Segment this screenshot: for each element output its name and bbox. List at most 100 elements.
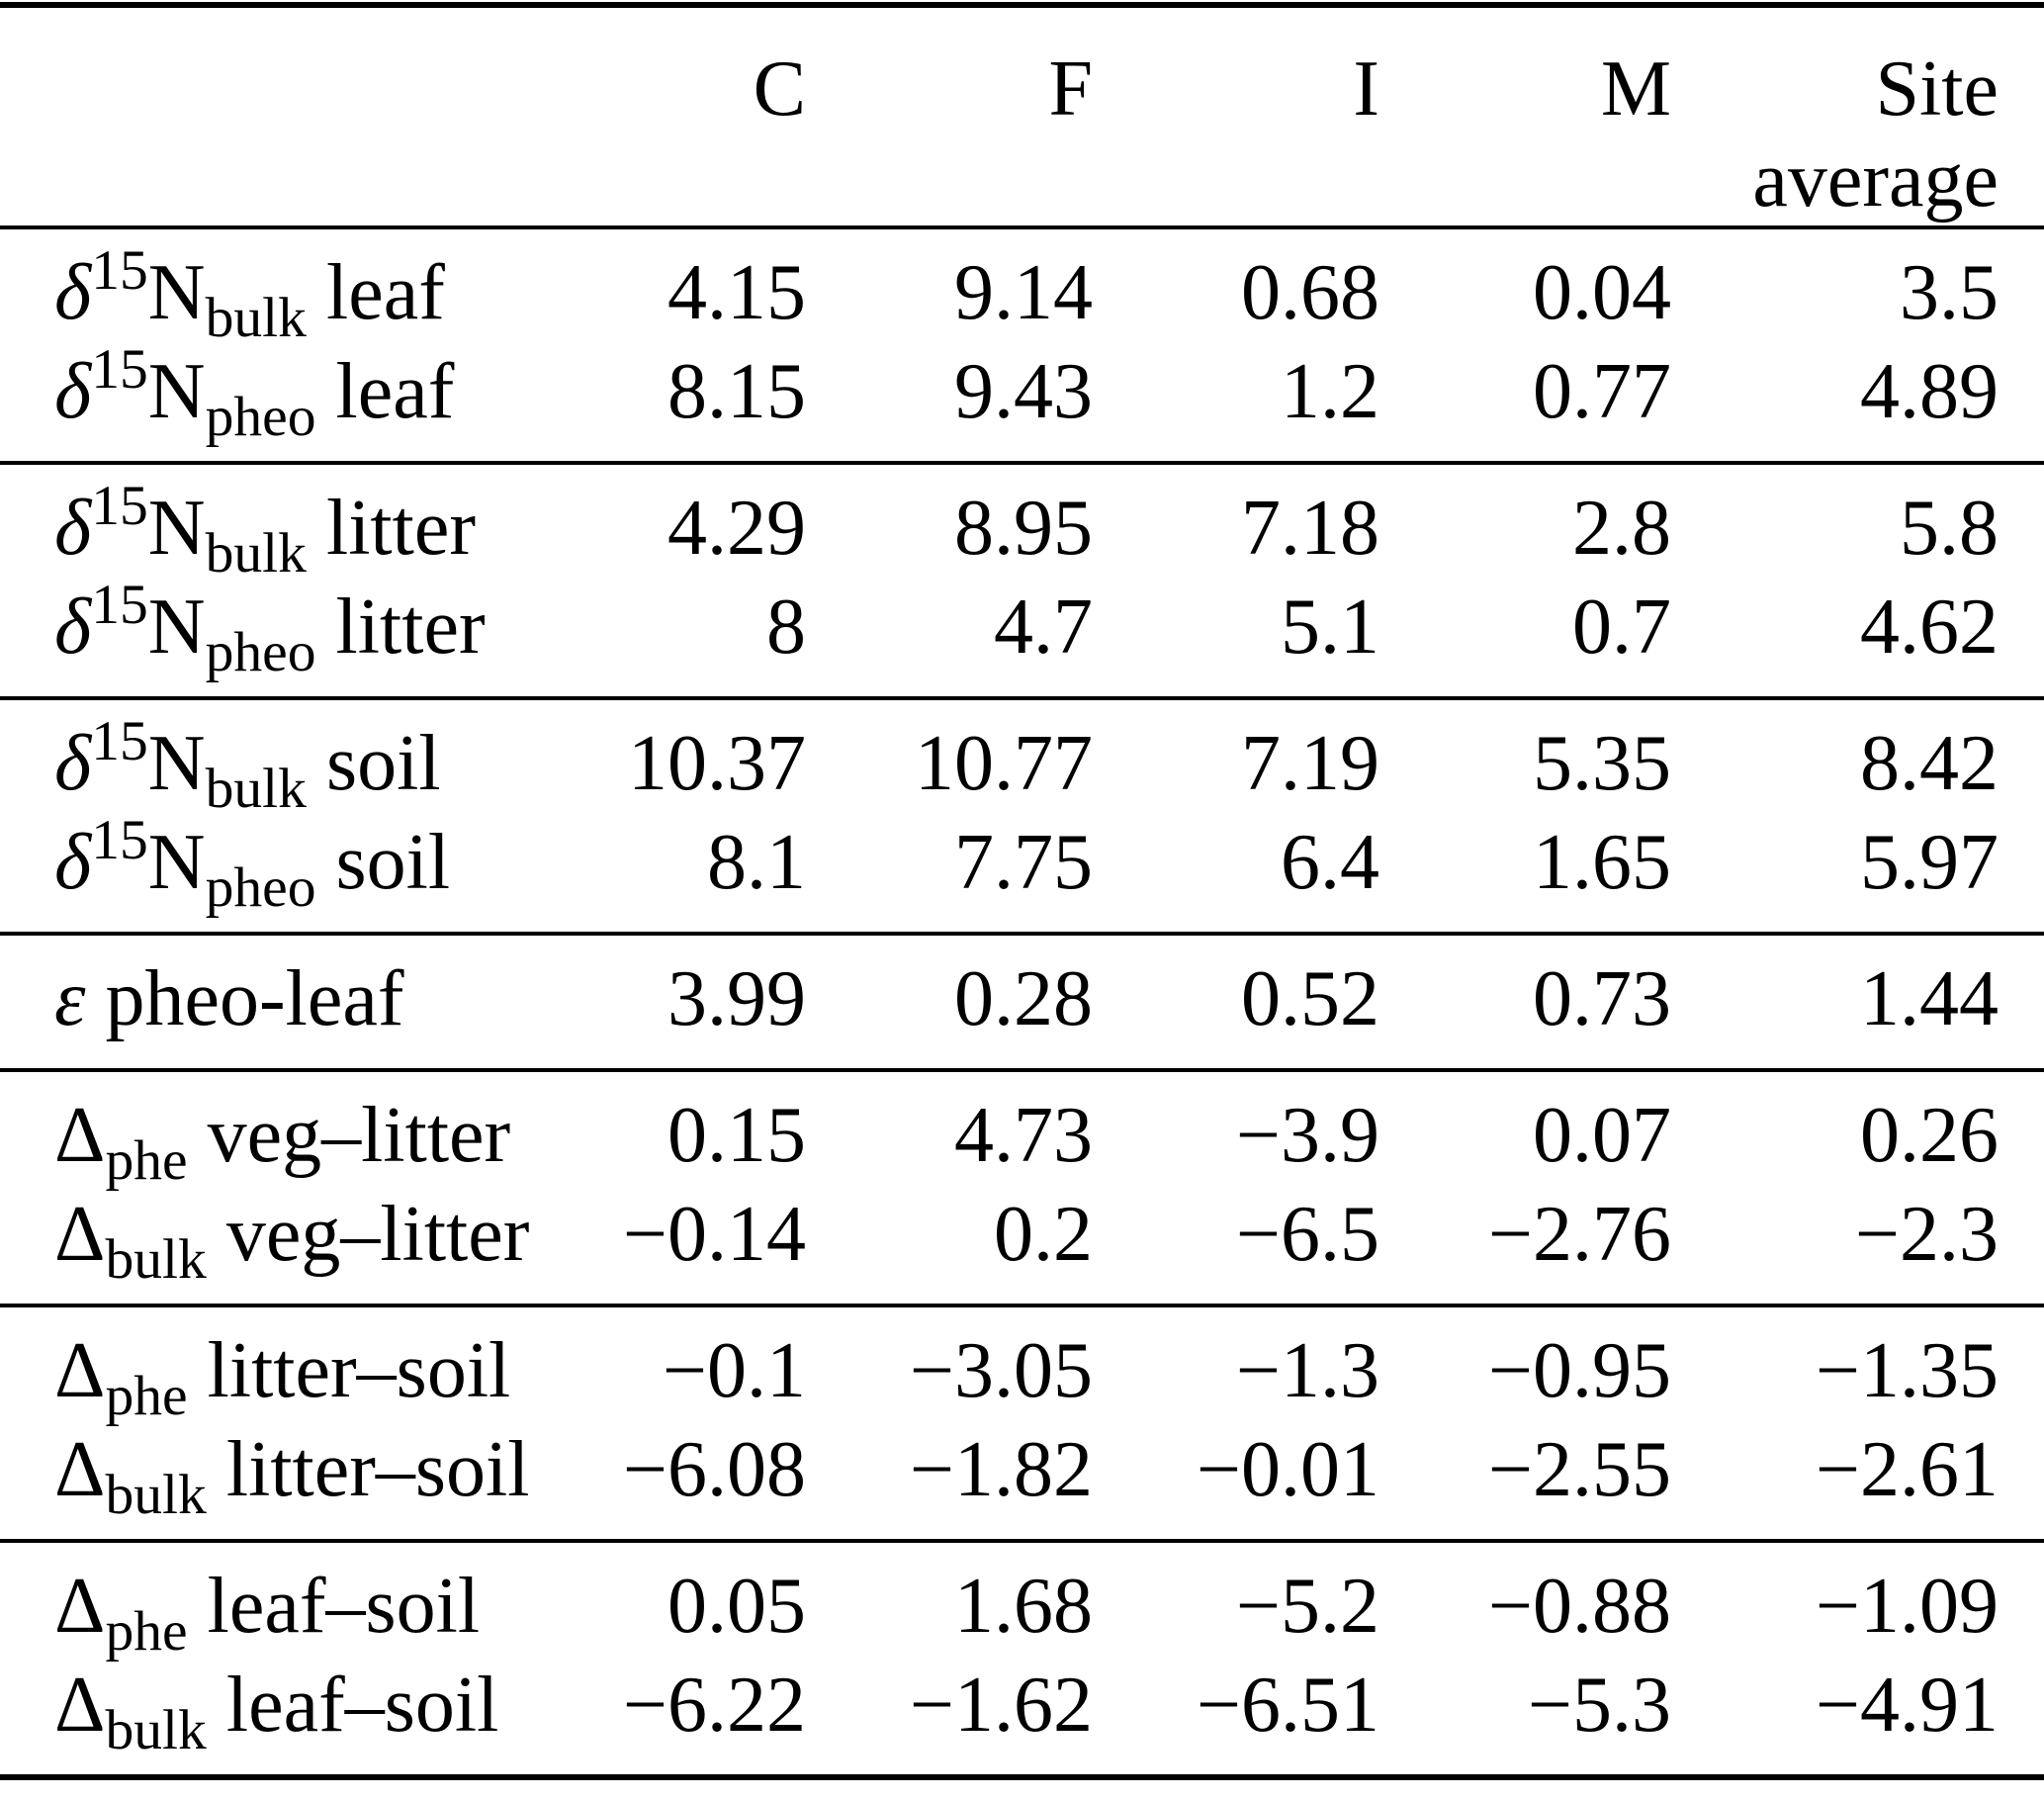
row-label: Δbulk litter–soil bbox=[0, 1420, 618, 1541]
label-symbol: Δ bbox=[54, 1327, 106, 1414]
row-label: δ15Npheo soil bbox=[0, 812, 618, 934]
table-row: δ15Nbulk litter 4.29 8.95 7.18 2.8 5.8 bbox=[0, 463, 2044, 583]
value-cell-C: 4.29 bbox=[667, 485, 806, 572]
row-label: Δbulk leaf–soil bbox=[0, 1656, 618, 1777]
label-text: leaf–soil bbox=[206, 1662, 499, 1749]
value-cell-F: −1.62 bbox=[909, 1662, 1093, 1749]
section-delta-leaf-soil: Δphe leaf–soil 0.05 1.68 −5.2 −0.88 −1.09 Δbul… bbox=[0, 1541, 2044, 1777]
value-cell-I: −6.51 bbox=[1196, 1662, 1379, 1749]
section-leaf: δ15Nbulk leaf 4.15 9.14 0.68 0.04 3.5 δ15Npheo… bbox=[0, 227, 2044, 463]
table-row: ε pheo-leaf 3.99 0.28 0.52 0.73 1.44 bbox=[0, 934, 2044, 1070]
table-row: Δbulk veg–litter −0.14 0.2 −6.5 −2.76 −2.3 bbox=[0, 1185, 2044, 1305]
value-cell-C: 0.15 bbox=[667, 1092, 806, 1179]
row-label: Δphe leaf–soil bbox=[0, 1541, 618, 1661]
value-cell-M: 0.04 bbox=[1533, 249, 1671, 336]
value-cell-M: −2.76 bbox=[1487, 1191, 1671, 1278]
value-cell-M: 2.8 bbox=[1572, 485, 1671, 572]
value-cell-I: 0.52 bbox=[1241, 955, 1379, 1042]
row-label: ε pheo-leaf bbox=[0, 934, 618, 1070]
table-row: Δphe veg–litter 0.15 4.73 −3.9 0.07 0.26 bbox=[0, 1070, 2044, 1190]
label-text: litter bbox=[315, 584, 486, 671]
row-label: δ15Nbulk litter bbox=[0, 463, 618, 583]
label-text: litter bbox=[306, 485, 477, 572]
label-text: soil bbox=[306, 720, 441, 807]
value-cell-site-average: 1.44 bbox=[1860, 955, 1999, 1042]
value-cell-M: 0.73 bbox=[1533, 955, 1671, 1042]
label-symbol: Δ bbox=[54, 1092, 106, 1179]
table-row: δ15Npheo soil 8.1 7.75 6.4 1.65 5.97 bbox=[0, 812, 2044, 934]
row-label: δ15Nbulk leaf bbox=[0, 227, 618, 347]
header-col-F: F bbox=[806, 5, 1094, 227]
label-text: litter–soil bbox=[187, 1327, 511, 1414]
header-col-M: M bbox=[1379, 5, 1671, 227]
header-label: I bbox=[1353, 45, 1379, 133]
value-cell-F: 1.68 bbox=[954, 1563, 1093, 1650]
value-cell-C: 0.05 bbox=[667, 1563, 806, 1650]
label-subscript: pheo bbox=[205, 386, 316, 449]
value-cell-site-average: 4.62 bbox=[1860, 584, 1999, 671]
label-subscript: bulk bbox=[205, 758, 307, 821]
value-cell-I: 0.68 bbox=[1241, 249, 1379, 336]
label-text: leaf bbox=[306, 249, 445, 336]
value-cell-F: 9.43 bbox=[954, 348, 1093, 435]
value-cell-F: −3.05 bbox=[909, 1327, 1093, 1414]
row-label: δ15Nbulk soil bbox=[0, 698, 618, 818]
label-symbol: δ bbox=[54, 584, 92, 671]
value-cell-C: −0.14 bbox=[622, 1191, 806, 1278]
label-text: veg–litter bbox=[187, 1092, 511, 1179]
value-cell-I: −3.9 bbox=[1235, 1092, 1379, 1179]
value-cell-M: 0.7 bbox=[1572, 584, 1671, 671]
value-cell-C: 8.15 bbox=[667, 348, 806, 435]
label-symbol: ε bbox=[54, 955, 86, 1042]
section-delta-litter-soil: Δphe litter–soil −0.1 −3.05 −1.3 −0.95 −1.35 Δ… bbox=[0, 1305, 2044, 1541]
table-row: Δbulk litter–soil −6.08 −1.82 −0.01 −2.55 −2.… bbox=[0, 1420, 2044, 1541]
value-cell-C: 3.99 bbox=[667, 955, 806, 1042]
label-subscript: bulk bbox=[205, 287, 307, 350]
label-subscript: pheo bbox=[205, 621, 316, 684]
value-cell-site-average: −2.3 bbox=[1854, 1191, 1999, 1278]
value-cell-F: 4.7 bbox=[994, 584, 1093, 671]
label-symbol: Δ bbox=[54, 1426, 106, 1513]
label-symbol: δ bbox=[54, 249, 92, 336]
value-cell-site-average: 5.97 bbox=[1860, 819, 1999, 906]
header-label: F bbox=[1048, 45, 1094, 133]
value-cell-I: 7.19 bbox=[1241, 720, 1379, 807]
label-base: N bbox=[147, 485, 206, 572]
value-cell-F: 4.73 bbox=[954, 1092, 1093, 1179]
value-cell-C: 10.37 bbox=[628, 720, 806, 807]
label-base: N bbox=[147, 249, 206, 336]
value-cell-M: −5.3 bbox=[1527, 1662, 1671, 1749]
value-cell-M: 0.77 bbox=[1533, 348, 1671, 435]
value-cell-F: 8.95 bbox=[954, 485, 1093, 572]
header-label-site: Site bbox=[1875, 45, 1999, 133]
value-cell-F: −1.82 bbox=[909, 1426, 1093, 1513]
label-symbol: δ bbox=[54, 348, 92, 435]
value-cell-I: 6.4 bbox=[1281, 819, 1379, 906]
label-subscript: phe bbox=[105, 1129, 188, 1193]
section-litter: δ15Nbulk litter 4.29 8.95 7.18 2.8 5.8 δ15Nphe… bbox=[0, 463, 2044, 698]
header-label-average: average bbox=[1752, 136, 1999, 224]
value-cell-I: −0.01 bbox=[1196, 1426, 1379, 1513]
value-cell-M: 0.07 bbox=[1533, 1092, 1671, 1179]
label-symbol: δ bbox=[54, 720, 92, 807]
value-cell-M: 5.35 bbox=[1533, 720, 1671, 807]
section-epsilon-pheo-leaf: ε pheo-leaf 3.99 0.28 0.52 0.73 1.44 bbox=[0, 934, 2044, 1070]
header-row: C F I M Site average bbox=[0, 5, 2044, 227]
row-label: δ15Npheo leaf bbox=[0, 341, 618, 463]
header-col-I: I bbox=[1093, 5, 1379, 227]
table-row: δ15Npheo litter 8 4.7 5.1 0.7 4.62 bbox=[0, 577, 2044, 698]
header-label: C bbox=[753, 45, 806, 133]
value-cell-I: −1.3 bbox=[1235, 1327, 1379, 1414]
label-superscript: 15 bbox=[91, 710, 148, 773]
label-subscript: bulk bbox=[105, 1699, 207, 1762]
header-label: M bbox=[1600, 45, 1671, 133]
header-col-C: C bbox=[618, 5, 806, 227]
label-symbol: Δ bbox=[54, 1662, 106, 1749]
label-subscript: phe bbox=[105, 1600, 188, 1664]
value-cell-I: −5.2 bbox=[1235, 1563, 1379, 1650]
label-base: N bbox=[147, 720, 206, 807]
label-symbol: Δ bbox=[54, 1563, 106, 1650]
value-cell-C: −6.08 bbox=[622, 1426, 806, 1513]
